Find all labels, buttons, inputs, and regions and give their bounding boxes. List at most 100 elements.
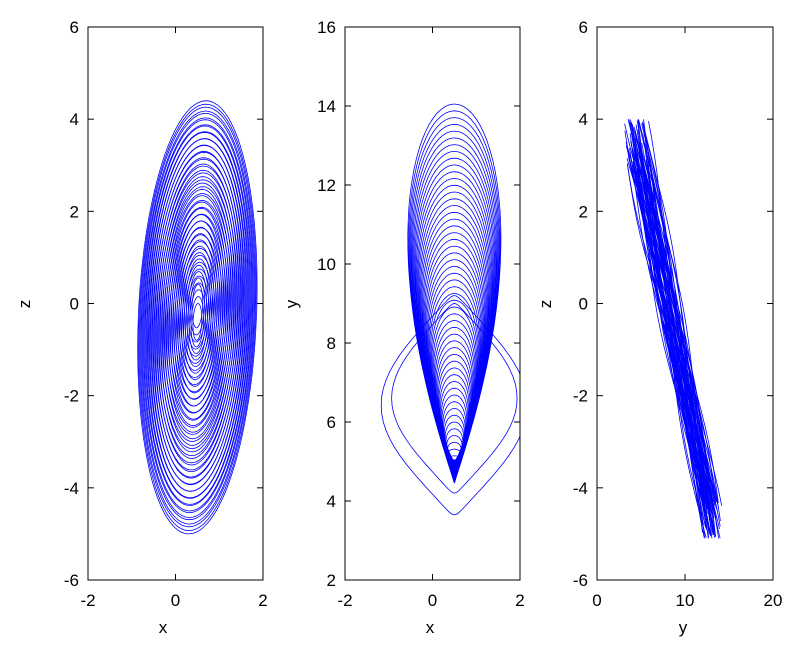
y-tick-label: -2: [573, 387, 588, 406]
orbit-ring: [158, 179, 236, 459]
y-tick-label: 6: [327, 413, 336, 432]
data-group: [380, 103, 520, 516]
orbit-ring: [165, 195, 230, 428]
y-tick-label: 4: [327, 492, 336, 511]
orbit-ring: [146, 131, 249, 499]
x-tick-label: 0: [592, 591, 601, 610]
band-line: [632, 161, 712, 535]
loop-ring: [411, 137, 498, 482]
y-tick-label: -6: [573, 571, 588, 590]
y-tick-label: 6: [70, 18, 79, 37]
y-tick-label: 2: [327, 571, 336, 590]
loop-ring: [413, 157, 496, 480]
band-line: [648, 121, 716, 537]
outer-loop: [380, 295, 520, 516]
orbit-ring: [138, 103, 257, 532]
subplot-xy: -2 0 2 2 4 6 8 10 12 14 16 x y: [282, 18, 525, 637]
x-tick-label: 2: [258, 591, 267, 610]
y-tick-label: -4: [573, 479, 588, 498]
orbit-ring: [139, 106, 256, 528]
orbit-ring: [181, 261, 214, 381]
orbit-ring: [171, 227, 223, 413]
x-tick: -2: [337, 27, 353, 610]
x-tick: -2: [80, 27, 96, 610]
orbit-ring: [164, 199, 231, 440]
x-tick: 20: [764, 27, 782, 610]
band-line: [634, 163, 706, 528]
data-group: [137, 100, 258, 535]
band-line: [645, 135, 719, 504]
y-tick: -6: [64, 571, 263, 590]
y-tick: 6: [579, 18, 773, 37]
y-tick-label: -4: [64, 479, 79, 498]
x-tick: 0: [592, 27, 602, 610]
y-tick: 2: [327, 571, 520, 590]
orbit-ring: [155, 165, 240, 473]
orbit-ring: [162, 193, 233, 446]
y-tick: -4: [573, 479, 773, 498]
orbit-ring: [167, 201, 228, 421]
orbit-ring: [166, 206, 229, 433]
y-tick-label: 2: [579, 202, 588, 221]
x-tick: 2: [515, 27, 525, 610]
orbit-ring: [137, 100, 258, 535]
orbit-ring: [148, 138, 247, 492]
y-tick: 14: [317, 97, 520, 116]
x-tick: 2: [258, 27, 268, 610]
x-tick-label: -2: [337, 591, 352, 610]
y-tick: 4: [579, 110, 773, 129]
loop-ring: [436, 353, 472, 468]
orbit-ring: [142, 117, 253, 518]
y-tick: 16: [317, 18, 520, 37]
orbit-ring: [184, 275, 210, 368]
subplot-yz: 0 10 20 -6 -4 -2 0 2 4 6 y z: [536, 18, 782, 637]
orbit-ring: [186, 282, 208, 361]
y-tick: -2: [573, 387, 773, 406]
x-axis-label: y: [679, 618, 688, 637]
y-axis-label: y: [282, 299, 301, 308]
orbit-ring: [159, 176, 236, 450]
y-tick-label: -6: [64, 571, 79, 590]
y-tick: 6: [327, 413, 520, 432]
y-tick-label: 0: [579, 295, 588, 314]
loop-ring: [437, 360, 472, 467]
x-tick: 0: [428, 27, 437, 610]
y-tick: 8: [327, 334, 520, 353]
y-tick: -2: [64, 387, 263, 406]
y-axis-label: z: [536, 300, 555, 309]
band-line: [646, 162, 721, 522]
band-line: [648, 154, 716, 516]
x-axis-label: x: [159, 618, 168, 637]
axes-frame: [596, 26, 774, 581]
y-tick: 0: [579, 295, 773, 314]
loop-ring: [421, 225, 488, 476]
y-axis-label: z: [15, 300, 34, 309]
x-axis-label: x: [426, 618, 435, 637]
orbit-ring: [143, 124, 251, 512]
y-tick-label: 4: [70, 110, 79, 129]
orbit-ring: [161, 182, 234, 442]
y-tick-label: 8: [327, 334, 336, 353]
y-tick: -6: [573, 571, 773, 590]
y-tick-label: 0: [70, 295, 79, 314]
data-group: [624, 119, 723, 539]
y-tick-label: 6: [579, 18, 588, 37]
band-line: [643, 128, 723, 506]
orbit-ring: [145, 131, 249, 505]
orbit-ring: [191, 283, 204, 329]
x-tick: 0: [171, 27, 180, 610]
band-line: [643, 125, 721, 539]
y-tick: 10: [317, 255, 520, 274]
x-tick-label: -2: [80, 591, 95, 610]
y-tick: 2: [70, 202, 263, 221]
subplot-xz: -2 0 2 -6 -4 -2 0 2 4 6 x z: [15, 18, 268, 637]
orbit-ring: [169, 207, 226, 414]
x-tick-label: 2: [515, 591, 524, 610]
y-tick-label: 14: [317, 97, 336, 116]
y-tick-label: 4: [579, 110, 588, 129]
orbit-ring: [179, 254, 216, 387]
x-tick-label: 10: [676, 591, 695, 610]
orbit-ring: [140, 112, 254, 521]
orbit-ring: [155, 163, 239, 464]
